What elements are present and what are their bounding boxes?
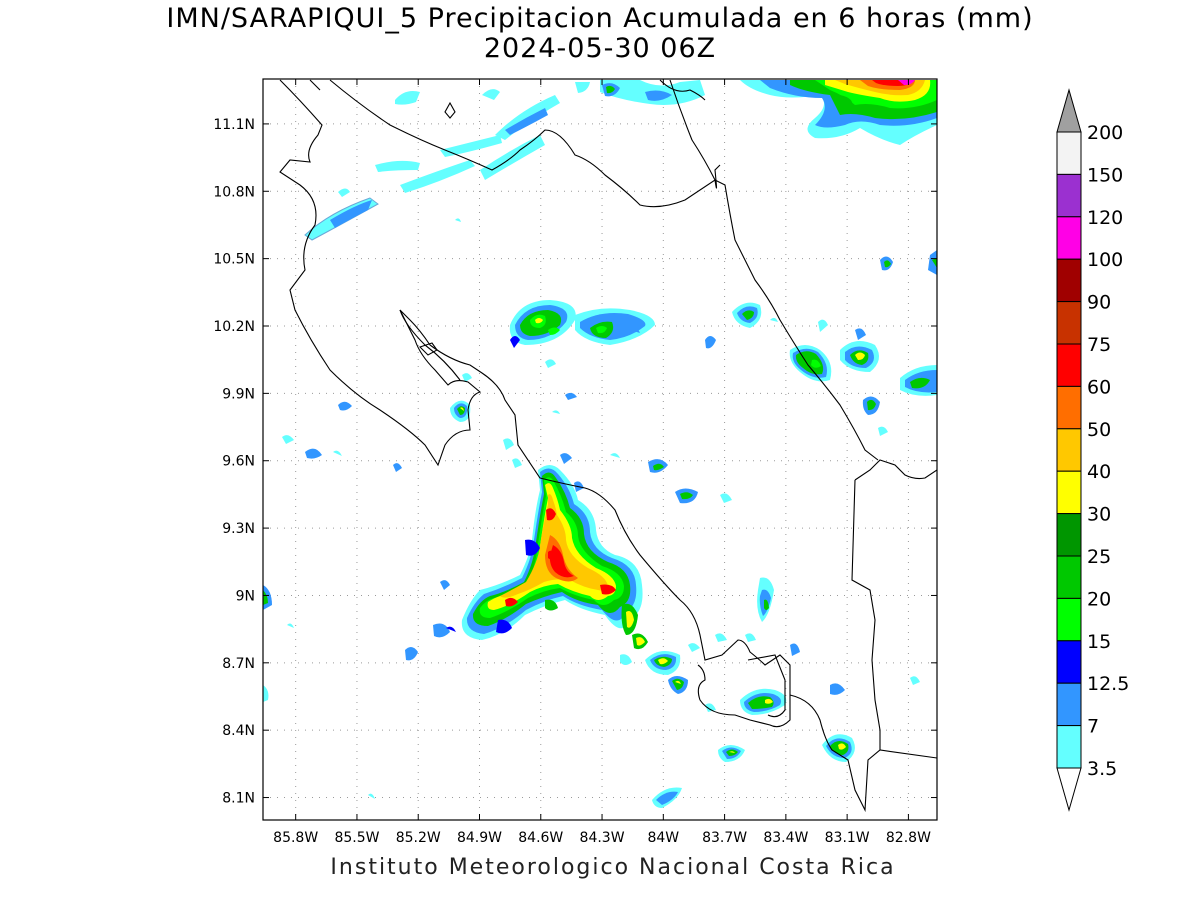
lon-tick-label: 84.9W <box>457 830 502 846</box>
colorbar-swatch <box>1056 343 1082 387</box>
colorbar-swatch <box>1056 513 1082 557</box>
colorbar-legend: 200 150 120 100 90 75 60 50 40 30 25 20 15 12.5 7 3.5 <box>1056 88 1129 812</box>
colorbar-label: 3.5 <box>1087 758 1117 780</box>
lat-tick-label: 8.1N <box>222 791 255 807</box>
lat-tick-label: 9.6N <box>222 454 255 470</box>
colorbar-swatch <box>1056 301 1082 345</box>
colorbar-swatch <box>1056 131 1082 175</box>
colorbar-swatch <box>1056 682 1082 727</box>
colorbar-label: 7 <box>1087 716 1099 738</box>
colorbar-swatch <box>1056 555 1082 599</box>
lon-tick-label: 85.5W <box>334 830 379 846</box>
lat-tick-label: 10.5N <box>213 252 255 268</box>
lon-tick-label: 84W <box>647 830 679 846</box>
map-title: IMN/SARAPIQUI_5 Precipitacion Acumulada … <box>166 3 1034 34</box>
colorbar-label: 40 <box>1087 461 1111 483</box>
longitude-axis: 85.8W 85.5W 85.2W 84.9W 84.6W 84.3W 84W 83.7W 83… <box>273 79 931 846</box>
lat-tick-label: 8.7N <box>222 656 255 672</box>
lon-tick-label: 83.1W <box>825 830 870 846</box>
latitude-axis: 11.1N 10.8N 10.5N 10.2N 9.9N 9.6N 9.3N 9N 8.7N 8.… <box>213 117 937 807</box>
colorbar-label: 150 <box>1087 164 1123 186</box>
lat-tick-label: 8.4N <box>222 723 255 739</box>
colorbar-label: 12.5 <box>1087 673 1129 695</box>
colorbar-swatch <box>1056 173 1082 218</box>
map-frame <box>262 78 938 821</box>
lon-tick-label: 83.4W <box>763 830 808 846</box>
colorbar-label: 120 <box>1087 207 1123 229</box>
colorbar-label: 50 <box>1087 419 1111 441</box>
coastlines <box>279 79 937 813</box>
colorbar-label: 60 <box>1087 376 1111 398</box>
colorbar-label: 30 <box>1087 504 1111 526</box>
precipitation-field <box>263 80 937 808</box>
colorbar-swatch <box>1056 385 1082 430</box>
colorbar-label: 15 <box>1087 631 1111 653</box>
colorbar-swatch <box>1056 428 1082 472</box>
colorbar-top-arrow <box>1056 88 1082 133</box>
colorbar-bottom-arrow <box>1056 767 1082 812</box>
lat-tick-label: 10.2N <box>213 319 255 335</box>
lon-tick-label: 83.7W <box>702 830 747 846</box>
lon-tick-label: 85.8W <box>273 830 318 846</box>
colorbar-label: 75 <box>1087 334 1111 356</box>
colorbar-label: 20 <box>1087 588 1111 610</box>
lat-tick-label: 11.1N <box>213 117 255 133</box>
colorbar-swatch <box>1056 216 1082 260</box>
lon-tick-label: 84.3W <box>580 830 625 846</box>
map-frame-background <box>263 79 937 820</box>
colorbar-swatch <box>1056 470 1082 515</box>
colorbar-label: 100 <box>1087 249 1123 271</box>
lon-tick-label: 82.8W <box>886 830 931 846</box>
colorbar-swatch <box>1056 597 1082 642</box>
lat-tick-label: 9.3N <box>222 521 255 537</box>
lat-tick-label: 10.8N <box>213 184 255 200</box>
lon-tick-label: 85.2W <box>396 830 441 846</box>
map-timestamp: 2024-05-30 06Z <box>483 33 717 64</box>
colorbar-swatch <box>1056 725 1082 769</box>
colorbar-swatch <box>1056 640 1082 684</box>
colorbar-label: 25 <box>1087 546 1111 568</box>
colorbar-label: 200 <box>1087 122 1123 144</box>
lon-tick-label: 84.6W <box>518 830 563 846</box>
colorbar-label: 90 <box>1087 292 1111 314</box>
lat-tick-label: 9N <box>236 588 255 604</box>
colorbar-swatch <box>1056 258 1082 303</box>
lat-tick-label: 9.9N <box>222 386 255 402</box>
footer-credit: Instituto Meteorologico Nacional Costa R… <box>330 855 896 880</box>
